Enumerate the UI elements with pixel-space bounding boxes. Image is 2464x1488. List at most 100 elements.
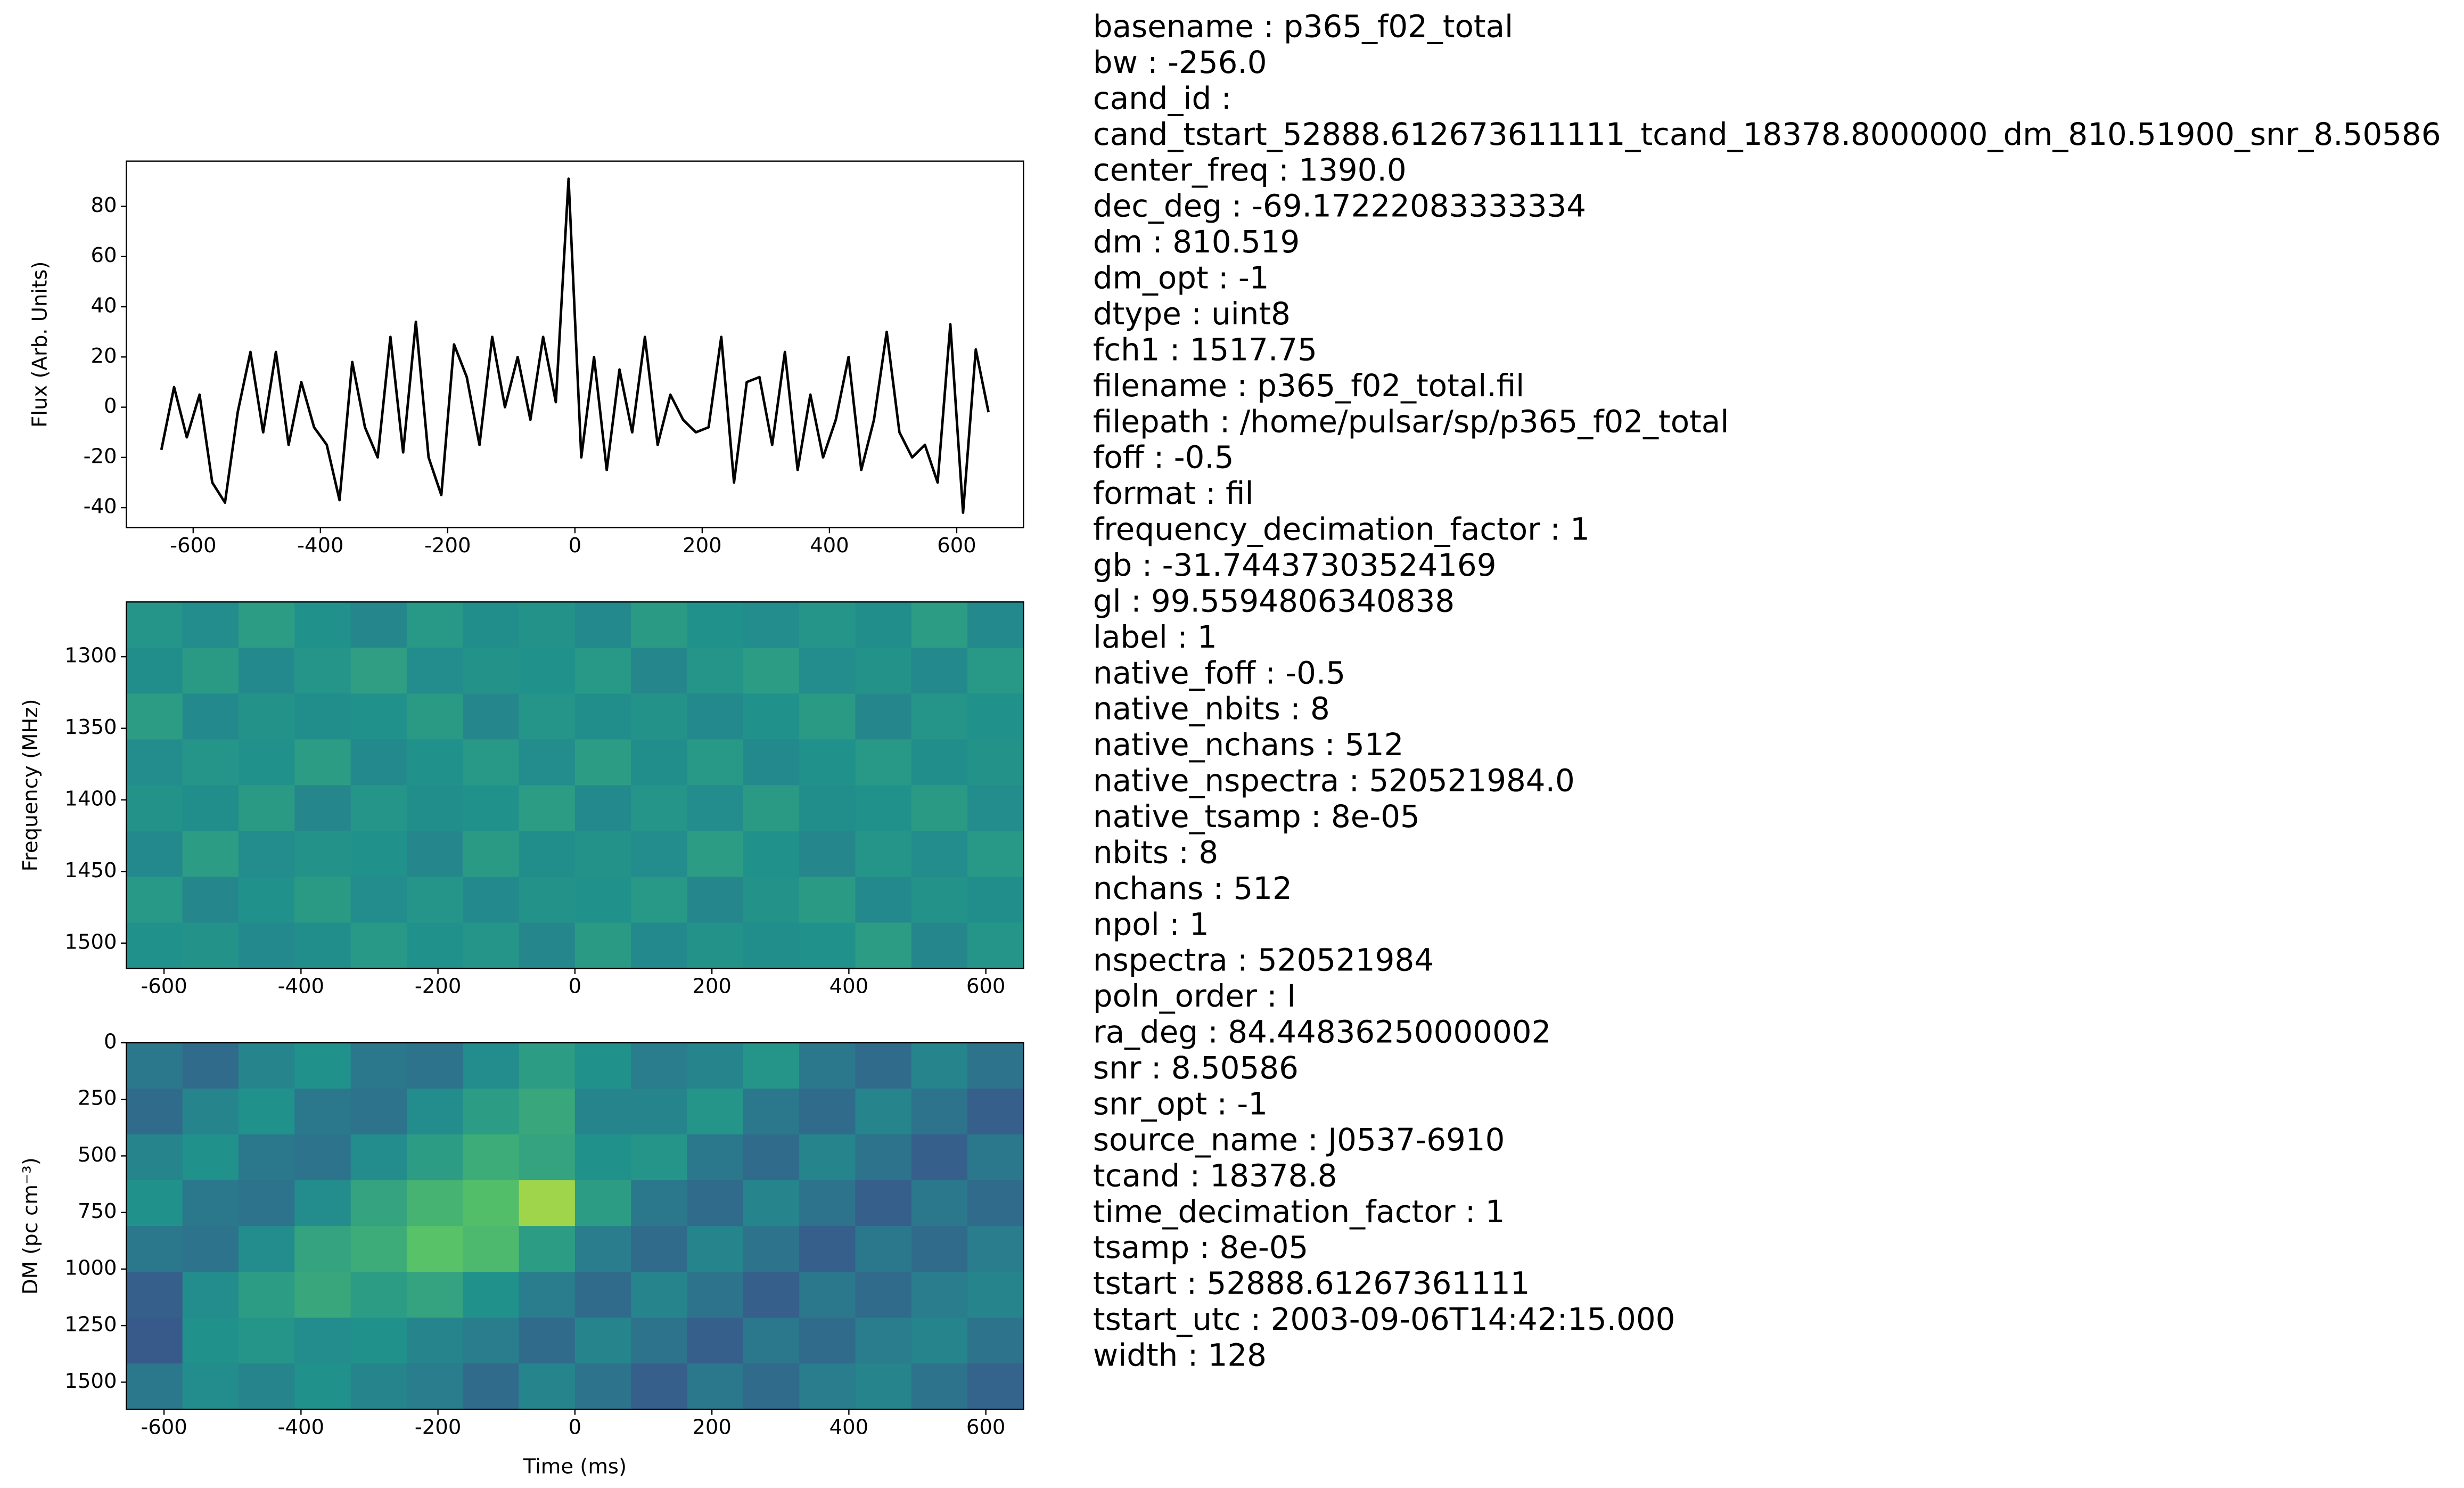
metadata-line: basename : p365_f02_total [1093,9,1513,45]
heatmap-cell [631,1363,688,1410]
heatmap-cell [463,1089,520,1135]
x-tick-label: -600 [170,534,216,558]
y-tick-label: -20 [84,444,117,468]
metadata-line: frequency_decimation_factor : 1 [1093,511,1590,547]
y-tick-label: 0 [104,1029,117,1053]
heatmap-cell [799,739,856,786]
metadata-line: gb : -31.74437303524169 [1093,547,1497,583]
heatmap-cell [911,831,968,878]
heatmap-cell [406,1042,464,1090]
heatmap-cell [911,1134,968,1181]
heatmap-cell [631,1089,688,1135]
heatmap-cell [463,693,520,740]
y-tick-label: 1400 [64,787,117,811]
heatmap-cell [967,1272,1024,1319]
heatmap-cell [687,1089,744,1135]
heatmap-cell [743,648,800,694]
heatmap-cell [463,602,520,649]
heatmap-cell [967,648,1024,694]
heatmap-cell [126,648,183,694]
heatmap-cell [406,602,464,649]
heatmap-cell [182,602,240,649]
heatmap-cell [238,877,295,923]
heatmap-cell [463,1134,520,1181]
heatmap-cell [855,1318,912,1364]
heatmap-cell [574,922,632,969]
heatmap-cell [238,1089,295,1135]
heatmap-cell [294,739,351,786]
x-tick-label: 0 [569,975,582,999]
heatmap-cell [687,648,744,694]
metadata-line: fch1 : 1517.75 [1093,331,1317,367]
heatmap-cell [126,922,183,969]
heatmap-cell [574,693,632,740]
heatmap-cell [463,1272,520,1319]
y-axis-label: Flux (Arb. Units) [28,261,52,428]
heatmap-cell [574,1363,632,1410]
heatmap-cell [238,1134,295,1181]
y-tick-label: 60 [91,243,117,267]
heatmap-cell [350,1226,408,1273]
heatmap-cell [182,1134,240,1181]
heatmap-cell [406,693,464,740]
heatmap-cell [799,1134,856,1181]
heatmap-cell [294,1180,351,1227]
heatmap-cell [967,1042,1024,1090]
heatmap-cell [463,785,520,832]
heatmap-cell [519,1134,576,1181]
heatmap-cell [406,648,464,694]
heatmap-cell [687,1134,744,1181]
heatmap-cell [126,739,183,786]
heatmap-cell [855,1226,912,1273]
heatmap-cell [519,1180,576,1227]
heatmap-cell [911,602,968,649]
heatmap-cell [799,922,856,969]
flux-line [160,177,990,514]
heatmap-cell [350,648,408,694]
heatmap-cell [967,785,1024,832]
heatmap-cell [126,785,183,832]
heatmap-cell [574,739,632,786]
heatmap-cell [294,648,351,694]
metadata-line: bw : -256.0 [1093,44,1267,80]
y-tick-label: 500 [78,1143,117,1167]
heatmap-cell [294,1089,351,1135]
metadata-line: filepath : /home/pulsar/sp/p365_f02_tota… [1093,403,1729,439]
heatmap-cell [294,1272,351,1319]
heatmap-cell [238,648,295,694]
heatmap-cell [799,602,856,649]
heatmap-cell [743,785,800,832]
heatmap-cell [294,877,351,923]
heatmap-cell [463,877,520,923]
heatmap-cell [799,693,856,740]
heatmap-cell [855,785,912,832]
heatmap-cell [406,831,464,878]
heatmap-cell [406,1226,464,1273]
heatmap-cell [126,1134,183,1181]
heatmap-cell [743,739,800,786]
heatmap-cell [294,1226,351,1273]
metadata-line: gl : 99.5594806340838 [1093,583,1455,619]
metadata-line: format : fil [1093,475,1254,511]
y-tick-label: 1300 [64,644,117,668]
y-tick-label: 1000 [64,1256,117,1280]
heatmap-cell [911,1226,968,1273]
heatmap-cell [519,602,576,649]
heatmap-cell [238,1318,295,1364]
heatmap-cell [519,1318,576,1364]
heatmap-cell [574,785,632,832]
heatmap-cell [743,922,800,969]
x-tick-label: -200 [415,1415,461,1439]
heatmap-cell [855,648,912,694]
y-tick-label: 0 [104,394,117,418]
heatmap-cell [855,693,912,740]
heatmap-cell [126,877,183,923]
metadata-line: cand_id : [1093,80,1231,116]
x-tick-label: -200 [424,534,471,558]
metadata-line: dtype : uint8 [1093,296,1291,332]
heatmap-cell [574,1272,632,1319]
x-tick-label: 600 [937,534,976,558]
heatmap-cell [238,922,295,969]
metadata-line: width : 128 [1093,1337,1267,1373]
heatmap-cell [631,602,688,649]
